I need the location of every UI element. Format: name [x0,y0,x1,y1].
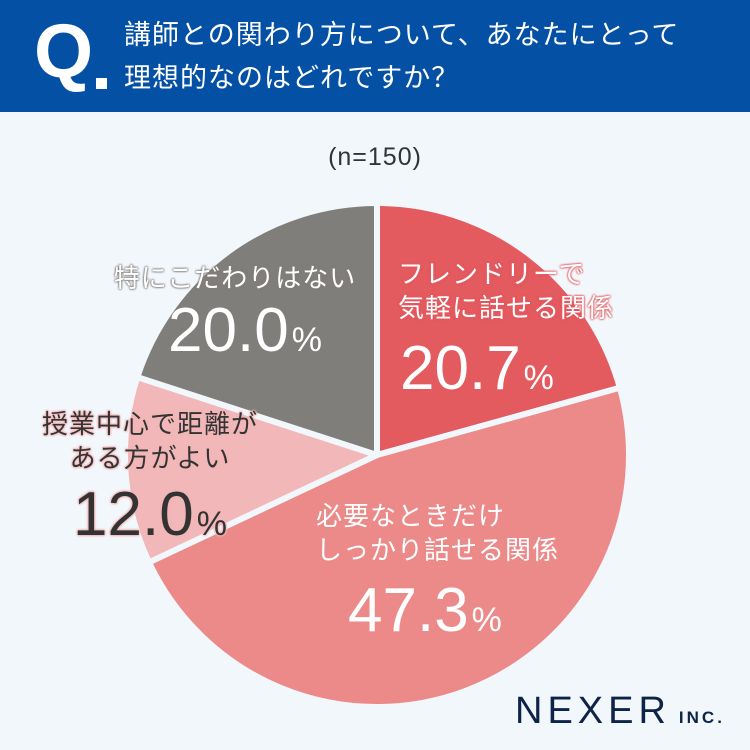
q-mark: Q [34,9,94,94]
slice-when-needed [145,384,632,710]
question-text-line2: 理想的なのはどれですか？ [124,63,460,94]
percentage-value: 20.0% [168,296,322,365]
question-header: Q 講師との関わり方について、あなたにとって 理想的なのはどれですか？ [0,0,750,112]
question-text-line1: 講師との関わり方について、あなたにとって [124,20,680,51]
category-label: 授業中心で距離が [41,410,258,440]
slice-label-when-needed: 必要なときだけ しっかり話せる関係 47.3% [316,500,559,655]
q-dot [96,78,107,89]
category-label: 必要なときだけ [316,502,506,532]
percentage-value: 12.0% [73,480,227,549]
percentage-value: 20.7% [400,334,554,403]
slice-lecture-focused [122,374,380,566]
nexer-logo: NEXER INC. [515,690,725,732]
category-label: しっかり話せる関係 [316,536,560,566]
slice-label-friendly: フレンドリーで 気軽に話せる関係 20.7% [398,258,614,413]
category-label: 特にこだわりはない [113,264,357,294]
category-label: ある方がよい [69,444,231,474]
category-label: 気軽に話せる関係 [398,294,615,324]
category-label: フレンドリーで [398,260,586,290]
slice-label-lecture-focused: 授業中心で距離が ある方がよい 12.0% [30,408,270,559]
slice-label-no-preference: 特にこだわりはない 20.0% [100,262,370,375]
slice-no-preference [134,200,380,458]
percentage-value: 47.3% [348,576,502,645]
sample-size: (n=150) [328,143,422,171]
slice-friendly [374,200,623,458]
